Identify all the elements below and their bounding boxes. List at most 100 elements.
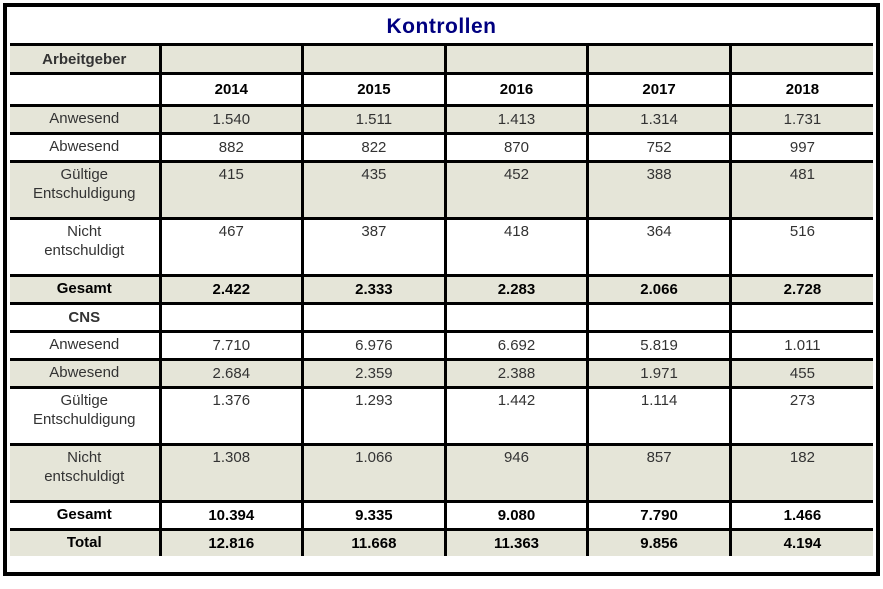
value-cell: 2.283 bbox=[443, 274, 590, 305]
value-cell: 2.388 bbox=[443, 358, 590, 389]
row-label: Anwesend bbox=[10, 104, 162, 135]
year-header: 2014 bbox=[158, 72, 305, 107]
value-cell: 1.731 bbox=[728, 104, 873, 135]
row-label: Anwesend bbox=[10, 330, 162, 361]
value-cell: 481 bbox=[728, 160, 873, 220]
row-label: Gültige Entschuldigung bbox=[10, 386, 162, 446]
value-cell: 9.080 bbox=[443, 500, 590, 531]
value-cell: 1.376 bbox=[158, 386, 305, 446]
kontrollen-table: Kontrollen Arbeitgeber 2014 2015 2016 20… bbox=[10, 10, 873, 556]
empty-cell bbox=[586, 43, 732, 75]
value-cell: 452 bbox=[443, 160, 590, 220]
value-cell: 387 bbox=[301, 217, 447, 277]
section-header-arbeitgeber: Arbeitgeber bbox=[10, 43, 873, 75]
row-label: Gesamt bbox=[10, 500, 162, 531]
row-label: Abwesend bbox=[10, 358, 162, 389]
value-cell: 415 bbox=[158, 160, 305, 220]
table-row: Gültige Entschuldigung 415 435 452 388 4… bbox=[10, 160, 873, 220]
row-label: Abwesend bbox=[10, 132, 162, 163]
year-header: 2016 bbox=[443, 72, 590, 107]
value-cell: 2.728 bbox=[728, 274, 873, 305]
empty-cell bbox=[586, 302, 732, 333]
value-cell: 5.819 bbox=[586, 330, 732, 361]
value-cell: 1.293 bbox=[301, 386, 447, 446]
value-cell: 822 bbox=[301, 132, 447, 163]
row-label: Gesamt bbox=[10, 274, 162, 305]
empty-cell bbox=[443, 302, 590, 333]
value-cell: 946 bbox=[443, 443, 590, 503]
value-cell: 1.011 bbox=[728, 330, 873, 361]
table-frame: Kontrollen Arbeitgeber 2014 2015 2016 20… bbox=[3, 3, 880, 576]
year-header-row: 2014 2015 2016 2017 2018 bbox=[10, 72, 873, 107]
row-label: Total bbox=[10, 528, 162, 556]
value-cell: 1.540 bbox=[158, 104, 305, 135]
year-header: 2015 bbox=[301, 72, 447, 107]
value-cell: 516 bbox=[728, 217, 873, 277]
value-cell: 11.668 bbox=[301, 528, 447, 556]
year-header: 2018 bbox=[728, 72, 873, 107]
value-cell: 6.976 bbox=[301, 330, 447, 361]
value-cell: 2.066 bbox=[586, 274, 732, 305]
value-cell: 455 bbox=[728, 358, 873, 389]
value-cell: 1.066 bbox=[301, 443, 447, 503]
value-cell: 1.114 bbox=[586, 386, 732, 446]
row-label: Nicht entschuldigt bbox=[10, 443, 162, 503]
value-cell: 418 bbox=[443, 217, 590, 277]
value-cell: 1.971 bbox=[586, 358, 732, 389]
total-row: Total 12.816 11.668 11.363 9.856 4.194 bbox=[10, 528, 873, 556]
value-cell: 273 bbox=[728, 386, 873, 446]
value-cell: 182 bbox=[728, 443, 873, 503]
table-row: Gültige Entschuldigung 1.376 1.293 1.442… bbox=[10, 386, 873, 446]
empty-cell bbox=[728, 302, 873, 333]
value-cell: 11.363 bbox=[443, 528, 590, 556]
value-cell: 2.684 bbox=[158, 358, 305, 389]
empty-cell bbox=[158, 43, 305, 75]
title-row: Kontrollen bbox=[10, 10, 873, 46]
value-cell: 2.333 bbox=[301, 274, 447, 305]
section-label: Arbeitgeber bbox=[10, 43, 162, 75]
value-cell: 9.335 bbox=[301, 500, 447, 531]
value-cell: 7.710 bbox=[158, 330, 305, 361]
value-cell: 467 bbox=[158, 217, 305, 277]
value-cell: 388 bbox=[586, 160, 732, 220]
empty-cell bbox=[158, 302, 305, 333]
value-cell: 435 bbox=[301, 160, 447, 220]
table-row: Abwesend 2.684 2.359 2.388 1.971 455 bbox=[10, 358, 873, 389]
value-cell: 2.422 bbox=[158, 274, 305, 305]
value-cell: 9.856 bbox=[586, 528, 732, 556]
value-cell: 870 bbox=[443, 132, 590, 163]
value-cell: 752 bbox=[586, 132, 732, 163]
value-cell: 4.194 bbox=[728, 528, 873, 556]
value-cell: 1.466 bbox=[728, 500, 873, 531]
value-cell: 1.308 bbox=[158, 443, 305, 503]
table-row: Nicht entschuldigt 1.308 1.066 946 857 1… bbox=[10, 443, 873, 503]
value-cell: 6.692 bbox=[443, 330, 590, 361]
value-cell: 1.511 bbox=[301, 104, 447, 135]
value-cell: 882 bbox=[158, 132, 305, 163]
value-cell: 1.442 bbox=[443, 386, 590, 446]
empty-cell bbox=[301, 43, 447, 75]
section-label: CNS bbox=[10, 302, 162, 333]
value-cell: 1.413 bbox=[443, 104, 590, 135]
value-cell: 857 bbox=[586, 443, 732, 503]
value-cell: 7.790 bbox=[586, 500, 732, 531]
page-title: Kontrollen bbox=[10, 10, 873, 46]
value-cell: 997 bbox=[728, 132, 873, 163]
subtotal-row: Gesamt 2.422 2.333 2.283 2.066 2.728 bbox=[10, 274, 873, 305]
table-row: Abwesend 882 822 870 752 997 bbox=[10, 132, 873, 163]
value-cell: 364 bbox=[586, 217, 732, 277]
value-cell: 1.314 bbox=[586, 104, 732, 135]
row-label: Nicht entschuldigt bbox=[10, 217, 162, 277]
row-label: Gültige Entschuldigung bbox=[10, 160, 162, 220]
value-cell: 2.359 bbox=[301, 358, 447, 389]
table-row: Nicht entschuldigt 467 387 418 364 516 bbox=[10, 217, 873, 277]
empty-cell bbox=[301, 302, 447, 333]
empty-cell bbox=[443, 43, 590, 75]
value-cell: 10.394 bbox=[158, 500, 305, 531]
subtotal-row: Gesamt 10.394 9.335 9.080 7.790 1.466 bbox=[10, 500, 873, 531]
year-header: 2017 bbox=[586, 72, 732, 107]
table-row: Anwesend 1.540 1.511 1.413 1.314 1.731 bbox=[10, 104, 873, 135]
value-cell: 12.816 bbox=[158, 528, 305, 556]
section-header-cns: CNS bbox=[10, 302, 873, 333]
empty-cell bbox=[728, 43, 873, 75]
